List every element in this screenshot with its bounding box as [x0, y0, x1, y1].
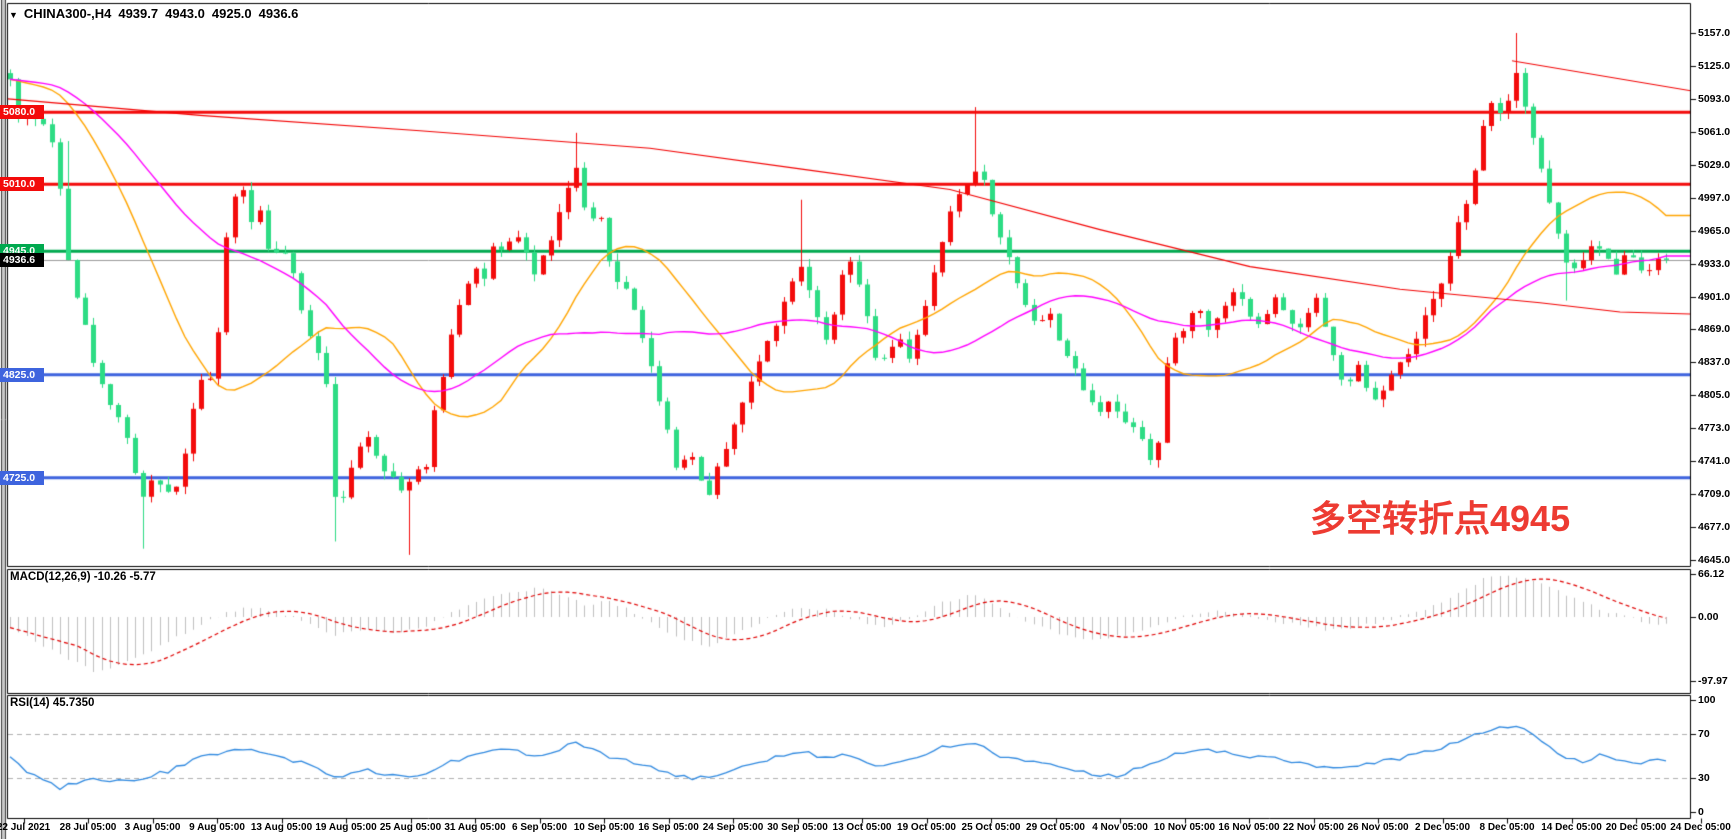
symbol-dropdown-icon[interactable]: ▼: [9, 10, 18, 20]
rsi-indicator-label: RSI(14) 45.7350: [10, 697, 94, 709]
ohlc-low: 4925.0: [211, 6, 252, 21]
macd-values: -10.26 -5.77: [93, 571, 156, 583]
symbol-timeframe: CHINA300-,H4: [23, 6, 112, 21]
rsi-value: 45.7350: [52, 697, 95, 709]
text-annotation[interactable]: 多空转折点4945: [1310, 498, 1571, 539]
ohlc-open: 4939.7: [118, 6, 159, 21]
ohlc-high: 4943.0: [165, 6, 205, 21]
chart-title: ▼ CHINA300-,H4 4939.7 4943.0 4925.0 4936.6: [9, 6, 298, 21]
macd-indicator-label: MACD(12,26,9) -10.26 -5.77: [10, 571, 156, 583]
macd-name: MACD(12,26,9): [10, 571, 91, 583]
ohlc-close: 4936.6: [258, 6, 299, 21]
rsi-name: RSI(14): [10, 697, 50, 709]
